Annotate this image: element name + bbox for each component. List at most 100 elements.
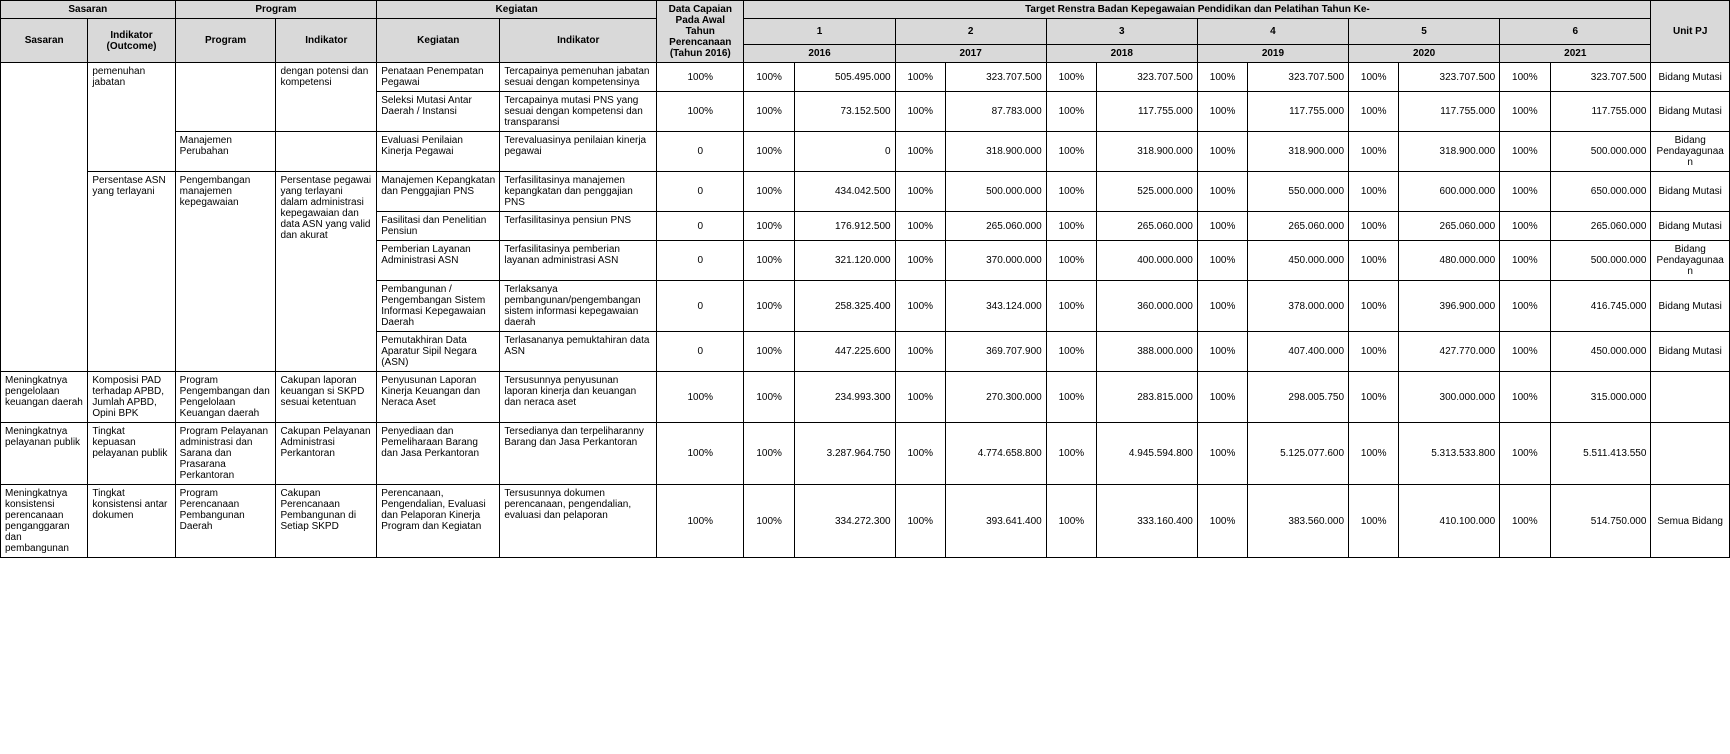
cell-p: 100% — [1500, 172, 1550, 212]
cell-p: 100% — [895, 485, 945, 558]
cell-unit: Bidang Mutasi — [1651, 212, 1730, 241]
cell-v: 117.755.000 — [1097, 92, 1198, 132]
cell-p: 100% — [1349, 485, 1399, 558]
cell-program: Program Pengembangan dan Pengelolaan Keu… — [175, 372, 276, 423]
cell-ind-keg: Terlaksanya pembangunan/pengembangan sis… — [500, 281, 657, 332]
table-row: Meningkatnya konsistensi perencanaan pen… — [1, 485, 1730, 558]
th-kegiatan-sub: Kegiatan — [377, 19, 500, 63]
cell-kegiatan: Pembangunan / Pengembangan Sistem Inform… — [377, 281, 500, 332]
cell-p: 100% — [895, 63, 945, 92]
cell-ind-prog: Cakupan Pelayanan Administrasi Perkantor… — [276, 423, 377, 485]
cell-v: 323.707.500 — [1399, 63, 1500, 92]
th-2017: 2017 — [895, 45, 1046, 63]
cell-v: 321.120.000 — [794, 241, 895, 281]
cell-v: 407.400.000 — [1248, 332, 1349, 372]
table-row: pemenuhan jabatan dengan potensi dan kom… — [1, 63, 1730, 92]
th-program: Program — [175, 1, 377, 19]
cell-kegiatan: Penyediaan dan Pemeliharaan Barang dan J… — [377, 423, 500, 485]
cell-v: 334.272.300 — [794, 485, 895, 558]
cell-p: 100% — [744, 332, 794, 372]
cell-p: 100% — [1500, 132, 1550, 172]
cell-p: 100% — [1500, 332, 1550, 372]
th-y4: 4 — [1197, 19, 1348, 45]
cell-v: 265.060.000 — [1248, 212, 1349, 241]
cell-v: 500.000.000 — [945, 172, 1046, 212]
cell-v: 388.000.000 — [1097, 332, 1198, 372]
cell-v: 87.783.000 — [945, 92, 1046, 132]
cell-v: 525.000.000 — [1097, 172, 1198, 212]
cell-v: 434.042.500 — [794, 172, 895, 212]
cell-v: 480.000.000 — [1399, 241, 1500, 281]
cell-program: Program Pelayanan administrasi dan Saran… — [175, 423, 276, 485]
cell-ind-keg: Terevaluasinya penilaian kinerja pegawai — [500, 132, 657, 172]
th-kegiatan: Kegiatan — [377, 1, 657, 19]
cell-unit: Bidang Mutasi — [1651, 92, 1730, 132]
cell-outcome: Persentase ASN yang terlayani — [88, 172, 175, 372]
table-row: Persentase ASN yang terlayani Pengembang… — [1, 172, 1730, 212]
cell-v: 5.125.077.600 — [1248, 423, 1349, 485]
cell-awal: 100% — [657, 92, 744, 132]
cell-v: 500.000.000 — [1550, 132, 1651, 172]
cell-sasaran: Meningkatnya pengelolaan keuangan daerah — [1, 372, 88, 423]
cell-awal: 0 — [657, 132, 744, 172]
cell-ind-keg: Tersusunnya dokumen perencanaan, pengend… — [500, 485, 657, 558]
cell-v: 550.000.000 — [1248, 172, 1349, 212]
cell-p: 100% — [1349, 63, 1399, 92]
cell-p: 100% — [1197, 281, 1247, 332]
cell-p: 100% — [1046, 212, 1096, 241]
cell-sasaran: Meningkatnya konsistensi perencanaan pen… — [1, 485, 88, 558]
th-outcome: Indikator (Outcome) — [88, 19, 175, 63]
cell-p: 100% — [895, 132, 945, 172]
cell-v: 265.060.000 — [945, 212, 1046, 241]
th-2020: 2020 — [1349, 45, 1500, 63]
cell-p: 100% — [895, 423, 945, 485]
cell-ind-keg: Terfasilitasinya manajemen kepangkatan d… — [500, 172, 657, 212]
cell-program: Program Perencanaan Pembangunan Daerah — [175, 485, 276, 558]
cell-p: 100% — [895, 92, 945, 132]
cell-p: 100% — [744, 423, 794, 485]
cell-unit: Bidang Mutasi — [1651, 63, 1730, 92]
cell-v: 258.325.400 — [794, 281, 895, 332]
th-y6: 6 — [1500, 19, 1651, 45]
cell-p: 100% — [1349, 241, 1399, 281]
cell-p: 100% — [1197, 132, 1247, 172]
cell-sasaran: Meningkatnya pelayanan publik — [1, 423, 88, 485]
cell-v: 323.707.500 — [1550, 63, 1651, 92]
cell-awal: 0 — [657, 172, 744, 212]
cell-p: 100% — [744, 92, 794, 132]
table-row: Meningkatnya pelayanan publik Tingkat ke… — [1, 423, 1730, 485]
cell-v: 393.641.400 — [945, 485, 1046, 558]
table-row: Manajemen Perubahan Evaluasi Penilaian K… — [1, 132, 1730, 172]
cell-ind-prog: Cakupan Perencanaan Pembangunan di Setia… — [276, 485, 377, 558]
cell-v: 265.060.000 — [1550, 212, 1651, 241]
cell-v: 505.495.000 — [794, 63, 895, 92]
cell-p: 100% — [1349, 423, 1399, 485]
cell-v: 400.000.000 — [1097, 241, 1198, 281]
th-y3: 3 — [1046, 19, 1197, 45]
cell-sasaran — [1, 63, 88, 372]
cell-v: 3.287.964.750 — [794, 423, 895, 485]
cell-v: 450.000.000 — [1550, 332, 1651, 372]
cell-kegiatan: Perencanaan, Pengendalian, Evaluasi dan … — [377, 485, 500, 558]
cell-outcome: Komposisi PAD terhadap APBD, Jumlah APBD… — [88, 372, 175, 423]
th-y5: 5 — [1349, 19, 1500, 45]
cell-v: 318.900.000 — [1097, 132, 1198, 172]
cell-p: 100% — [1500, 485, 1550, 558]
th-target-renstra: Target Renstra Badan Kepegawaian Pendidi… — [744, 1, 1651, 19]
cell-v: 298.005.750 — [1248, 372, 1349, 423]
cell-v: 117.755.000 — [1248, 92, 1349, 132]
cell-p: 100% — [1500, 63, 1550, 92]
cell-v: 73.152.500 — [794, 92, 895, 132]
cell-p: 100% — [1500, 241, 1550, 281]
cell-p: 100% — [1197, 485, 1247, 558]
cell-v: 416.745.000 — [1550, 281, 1651, 332]
cell-unit: Semua Bidang — [1651, 485, 1730, 558]
cell-v: 300.000.000 — [1399, 372, 1500, 423]
th-data-capaian: Data Capaian Pada Awal Tahun Perencanaan… — [657, 1, 744, 63]
cell-v: 343.124.000 — [945, 281, 1046, 332]
cell-p: 100% — [1197, 172, 1247, 212]
cell-kegiatan: Seleksi Mutasi Antar Daerah / Instansi — [377, 92, 500, 132]
th-2021: 2021 — [1500, 45, 1651, 63]
cell-kegiatan: Pemutakhiran Data Aparatur Sipil Negara … — [377, 332, 500, 372]
cell-v: 396.900.000 — [1399, 281, 1500, 332]
